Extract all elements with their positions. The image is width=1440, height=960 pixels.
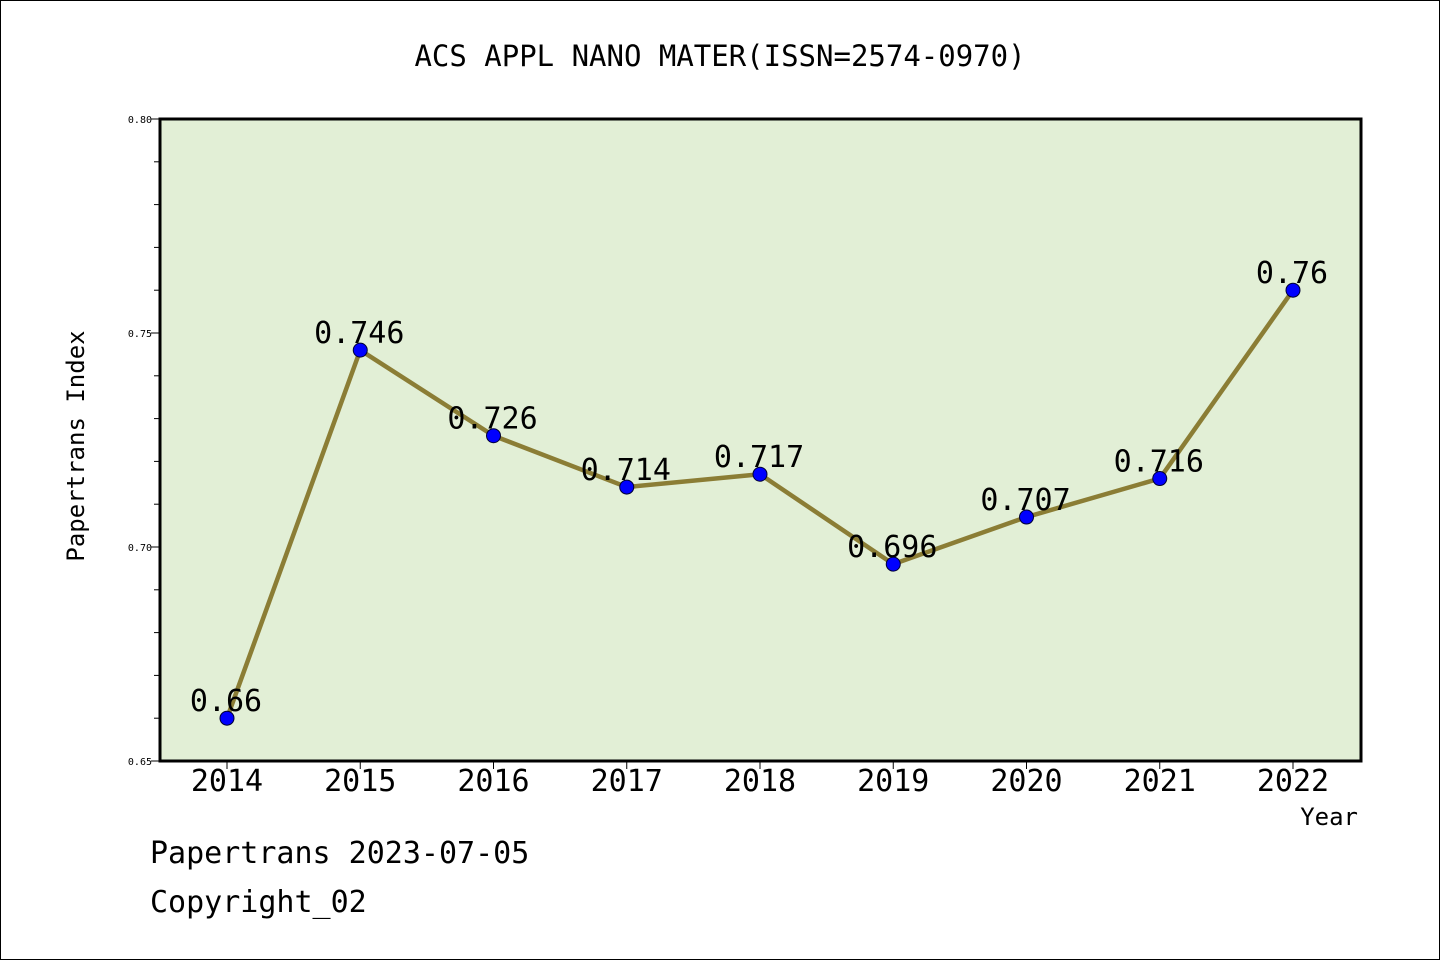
y-tick-label: 0.65 (128, 757, 152, 768)
y-tick-label: 0.75 (128, 329, 152, 340)
data-label: 0.66 (190, 684, 262, 719)
x-axis: 2014 2015 2016 2017 2018 2019 2020 2021 2022 (191, 761, 1329, 799)
data-point (1285, 282, 1301, 298)
x-tick-label: 2018 (724, 764, 796, 799)
plot-area (158, 117, 1363, 763)
data-label: 0.717 (714, 440, 804, 475)
data-point (885, 556, 901, 572)
data-label: 0.714 (581, 453, 671, 488)
x-tick-label: 2019 (857, 764, 929, 799)
y-tick-label: 0.70 (128, 543, 152, 554)
data-point (752, 466, 768, 482)
footer-copyright-text: Copyright_02 (150, 885, 367, 920)
x-tick-label: 2016 (457, 764, 529, 799)
data-label: 0.76 (1256, 256, 1328, 291)
x-tick-label: 2014 (191, 764, 263, 799)
data-point (486, 428, 501, 444)
x-tick-label: 2017 (591, 764, 663, 799)
data-point (1019, 509, 1034, 525)
data-label: 0.696 (847, 530, 937, 565)
data-label: 0.726 (447, 402, 537, 437)
x-axis-title: Year (1300, 803, 1358, 831)
x-tick-label: 2021 (1124, 764, 1196, 799)
y-tick-label: 0.80 (128, 115, 152, 126)
chart-title: ACS APPL NANO MATER(ISSN=2574-0970) (414, 39, 1025, 73)
data-point (352, 342, 368, 358)
y-axis: 0.65 0.70 0.75 0.80 (128, 115, 160, 768)
x-tick-label: 2022 (1257, 764, 1329, 799)
data-series (219, 282, 1301, 726)
x-tick-label: 2015 (324, 764, 396, 799)
data-label: 0.746 (314, 316, 404, 351)
data-labels: 0.66 0.746 0.726 0.714 0.717 0.696 0.707 0.716 0… (190, 256, 1328, 719)
data-point (219, 710, 235, 726)
data-point (1152, 471, 1168, 487)
x-tick-label: 2020 (990, 764, 1062, 799)
data-label: 0.707 (980, 483, 1070, 518)
data-point (619, 479, 635, 495)
data-label: 0.716 (1114, 445, 1204, 480)
footer-date-text: Papertrans 2023-07-05 (150, 836, 530, 871)
y-axis-title: Papertrans Index (62, 330, 90, 561)
